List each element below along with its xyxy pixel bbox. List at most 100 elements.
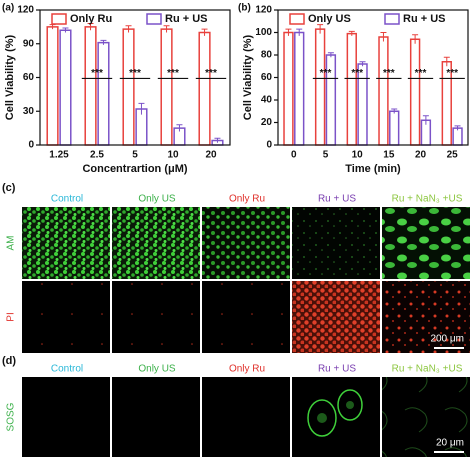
- column-label: Ru + NaN₃ +US: [392, 364, 463, 375]
- micrograph: [202, 281, 290, 353]
- micrograph: [202, 207, 290, 279]
- row-label: PI: [6, 312, 17, 321]
- column-label: Ru + NaN₃ +US: [392, 194, 463, 205]
- micrograph: [382, 207, 470, 279]
- bar: [389, 110, 400, 146]
- panel-label: (a): [2, 3, 14, 14]
- significance: ***: [205, 68, 217, 79]
- column-label: Only US: [138, 194, 176, 205]
- bar: [346, 32, 357, 146]
- x-tick-label: 10: [352, 150, 364, 161]
- y-tick-label: 60: [23, 72, 35, 83]
- column-label: Ru + US: [318, 364, 356, 375]
- bar: [409, 38, 421, 146]
- bar: [97, 41, 110, 146]
- micrograph: [292, 207, 380, 279]
- cell-outline: [307, 399, 337, 437]
- column-label: Only Ru: [229, 194, 265, 205]
- error-bar: [163, 25, 170, 33]
- error-bar: [201, 28, 208, 36]
- bar: [160, 28, 173, 146]
- error-bar: [348, 30, 355, 36]
- error-bar: [422, 115, 429, 125]
- nucleus: [346, 401, 354, 409]
- x-tick-label: 5: [132, 150, 138, 161]
- x-tick-label: 20: [415, 150, 427, 161]
- column-label: Only US: [138, 364, 176, 375]
- error-bar: [454, 125, 461, 131]
- micrograph: [112, 207, 200, 279]
- micrograph: [22, 281, 110, 353]
- legend-swatch: [146, 13, 162, 25]
- legend-swatch: [51, 13, 67, 25]
- significance: ***: [415, 68, 427, 79]
- error-bar: [87, 23, 94, 31]
- x-tick-label: 10: [167, 150, 179, 161]
- panel-label: (b): [238, 3, 251, 14]
- row-label: AM: [6, 236, 17, 251]
- x-axis-label: Concentrartion (μM): [82, 163, 187, 175]
- legend-swatch: [289, 13, 305, 25]
- legend-label: Ru + US: [165, 13, 207, 25]
- micrograph: [112, 281, 200, 353]
- y-axis-label: Cell Viability (%): [242, 34, 254, 120]
- x-tick-label: 20: [205, 150, 217, 161]
- x-tick-label: 5: [323, 150, 329, 161]
- legend-label: Only US: [308, 13, 351, 25]
- column-label: Control: [51, 364, 83, 375]
- bar: [59, 29, 72, 146]
- x-tick-label: 0: [291, 150, 297, 161]
- bar: [452, 127, 463, 146]
- y-tick-label: 100: [255, 27, 272, 38]
- bar: [84, 26, 97, 146]
- y-axis-label: Cell Viability (%): [4, 34, 16, 120]
- row-label: SOSG: [6, 402, 17, 431]
- legend-label: Only Ru: [70, 13, 112, 25]
- error-bar: [62, 27, 69, 33]
- micrograph: [382, 377, 470, 457]
- significance: ***: [167, 68, 179, 79]
- bar: [378, 36, 389, 146]
- significance: ***: [446, 68, 458, 79]
- bar: [122, 28, 135, 146]
- error-bar: [380, 32, 387, 42]
- significance: ***: [320, 68, 332, 79]
- error-bar: [327, 52, 334, 58]
- bar: [283, 31, 294, 146]
- y-tick-label: 80: [261, 50, 273, 61]
- micrograph: [112, 377, 200, 457]
- legend-swatch: [384, 13, 400, 25]
- y-tick-label: 20: [261, 117, 273, 128]
- scale-bar-label: 200 μm: [430, 334, 464, 345]
- column-label: Only Ru: [229, 364, 265, 375]
- panel-label: (c): [2, 182, 16, 194]
- nucleus: [317, 413, 327, 423]
- y-tick-label: 120: [17, 5, 34, 16]
- cell-outline: [337, 389, 363, 421]
- panel-label: (d): [2, 355, 16, 367]
- y-tick-label: 30: [23, 106, 35, 117]
- error-bar: [125, 25, 132, 33]
- legend-label: Ru + US: [403, 13, 445, 25]
- micrograph: [382, 281, 470, 353]
- plot-frame: [39, 9, 231, 146]
- bar: [294, 31, 305, 146]
- y-tick-label: 0: [266, 140, 272, 151]
- error-bar: [176, 124, 183, 132]
- error-bar: [391, 108, 398, 114]
- bar: [46, 26, 59, 146]
- significance: ***: [351, 68, 363, 79]
- y-tick-label: 40: [261, 95, 273, 106]
- y-tick-label: 90: [23, 38, 35, 49]
- significance: ***: [383, 68, 395, 79]
- column-label: Ru + US: [318, 194, 356, 205]
- error-bar: [317, 24, 324, 34]
- significance: ***: [129, 68, 141, 79]
- column-label: Control: [51, 194, 83, 205]
- x-axis-label: Time (min): [345, 163, 401, 175]
- scale-bar-label: 20 μm: [436, 438, 464, 449]
- micrograph: [22, 377, 110, 457]
- y-tick-label: 0: [28, 140, 34, 151]
- micrograph: [202, 377, 290, 457]
